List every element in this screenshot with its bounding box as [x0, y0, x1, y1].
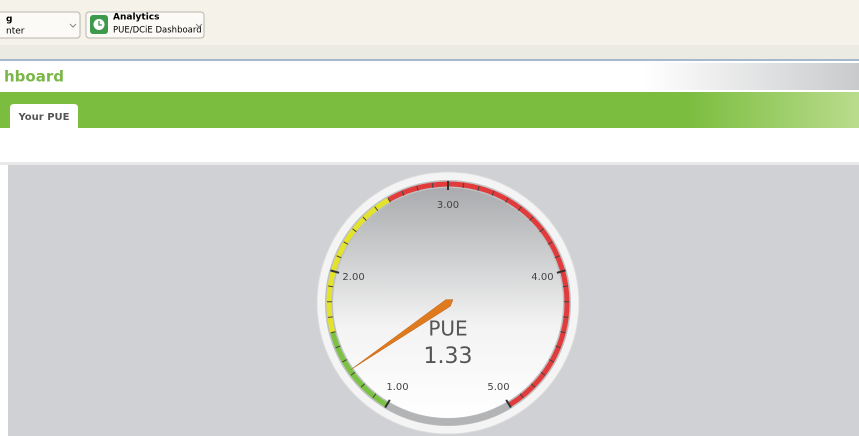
button-subtitle: PUE/DCiE Dashboard: [113, 26, 202, 36]
divider: [0, 162, 859, 165]
toolbar-button[interactable]: Analytics PUE/DCiE Dashboard: [86, 12, 204, 38]
header: [0, 63, 859, 90]
gauge-value: 1.33: [424, 344, 473, 369]
tick-label: 2.00: [342, 272, 364, 283]
button-subtitle: nter: [6, 27, 25, 37]
tick-label: 5.00: [487, 382, 509, 393]
minor-tick: [563, 317, 568, 318]
minor-tick: [328, 286, 333, 287]
button-title: g: [6, 15, 12, 25]
separator: [0, 59, 859, 61]
tab-label: Your PUE: [17, 112, 69, 123]
tick-label: 3.00: [437, 200, 459, 211]
banner: [0, 92, 859, 128]
tick-label: 4.00: [531, 272, 553, 283]
toolbar-button[interactable]: g nter: [0, 12, 80, 38]
tab[interactable]: Your PUE: [10, 104, 78, 128]
minor-tick: [463, 183, 464, 188]
page: g nter Analytics PUE/DCiE Dashboard hboa…: [0, 0, 859, 436]
minor-tick: [432, 183, 433, 188]
tick-label: 1.00: [386, 382, 408, 393]
gauge-label: PUE: [428, 317, 467, 341]
button-title: Analytics: [113, 13, 159, 23]
toolbar-strip: [0, 45, 859, 59]
screen: g nter Analytics PUE/DCiE Dashboard hboa…: [0, 0, 859, 436]
minor-tick: [563, 286, 568, 287]
minor-tick: [328, 317, 333, 318]
header-title: hboard: [4, 68, 64, 86]
